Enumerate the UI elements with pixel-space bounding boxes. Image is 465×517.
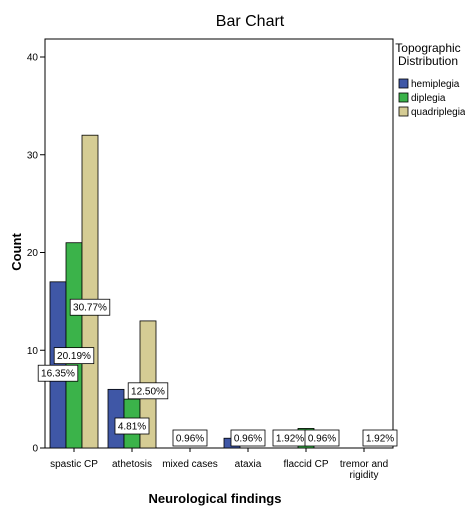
legend-swatch	[398, 106, 409, 117]
bar-diplegia	[65, 242, 83, 449]
data-label: 4.81%	[114, 417, 150, 435]
x-tick-label-line: flaccid CP	[283, 459, 328, 470]
plot-frame	[44, 38, 394, 449]
legend-label: hemiplegia	[411, 79, 460, 90]
data-label-text: 1.92%	[366, 434, 394, 445]
x-axis-label: Neurological findings	[149, 491, 282, 506]
data-label-text: 1.92%	[276, 434, 304, 445]
data-label-box	[172, 429, 208, 447]
data-label: 12.50%	[127, 382, 169, 400]
data-label-box	[304, 429, 340, 447]
data-label-text: 0.96%	[234, 434, 262, 445]
data-label: 30.77%	[69, 298, 111, 316]
x-tick-label: spastic CP	[50, 459, 98, 470]
legend-label: diplegia	[411, 93, 446, 104]
y-tick-label: 0	[32, 444, 38, 455]
legend-swatch	[398, 92, 409, 103]
x-tick-label: flaccid CP	[283, 459, 328, 470]
data-label-text: 0.96%	[308, 434, 336, 445]
bar-quadriplegia	[81, 134, 99, 449]
data-label: 0.96%	[230, 429, 266, 447]
data-label: 20.19%	[53, 347, 95, 365]
data-label-box	[362, 429, 398, 447]
plot-area: 0 10 20 30 40 spastic CP athetosis mixed cases a…	[27, 38, 398, 481]
x-tick-label: tremor and rigidity	[340, 459, 388, 481]
data-label-box	[230, 429, 266, 447]
chart-title: Bar Chart	[216, 13, 285, 30]
y-tick-label: 10	[27, 346, 39, 357]
y-axis-label: Count	[9, 233, 24, 271]
y-tick-label: 20	[27, 248, 39, 259]
data-label-text: 4.81%	[118, 422, 146, 433]
x-tick-label-line: ataxia	[235, 459, 262, 470]
data-label-box	[53, 347, 95, 365]
data-label-text: 12.50%	[131, 386, 165, 397]
data-label: 0.96%	[304, 429, 340, 447]
x-tick-label: athetosis	[112, 459, 152, 470]
x-tick-label-line: tremor and	[340, 459, 388, 470]
data-label: 16.35%	[37, 364, 79, 382]
data-label: 1.92%	[272, 429, 308, 447]
data-label: 1.92%	[362, 429, 398, 447]
legend-swatch	[398, 78, 409, 89]
y-tick-label: 40	[27, 53, 39, 64]
data-label-box	[127, 382, 169, 400]
x-tick-label: mixed cases	[162, 459, 218, 470]
y-tick-label: 30	[27, 150, 39, 161]
data-label-text: 20.19%	[57, 351, 91, 362]
legend-title: Distribution	[398, 54, 458, 68]
x-tick-label-line: rigidity	[350, 470, 379, 481]
data-label-text: 0.96%	[176, 434, 204, 445]
x-tick-label-line: spastic CP	[50, 459, 98, 470]
data-label-box	[37, 364, 79, 382]
x-tick-label-line: athetosis	[112, 459, 152, 470]
data-label-box	[69, 298, 111, 316]
data-label-text: 30.77%	[73, 303, 107, 314]
legend-title: Topographic	[395, 41, 460, 55]
x-tick-label: ataxia	[235, 459, 262, 470]
x-tick-label-line: mixed cases	[162, 459, 218, 470]
data-label-text: 16.35%	[41, 369, 75, 380]
legend-label: quadriplegia	[411, 107, 465, 118]
data-label: 0.96%	[172, 429, 208, 447]
data-label-box	[114, 417, 150, 435]
